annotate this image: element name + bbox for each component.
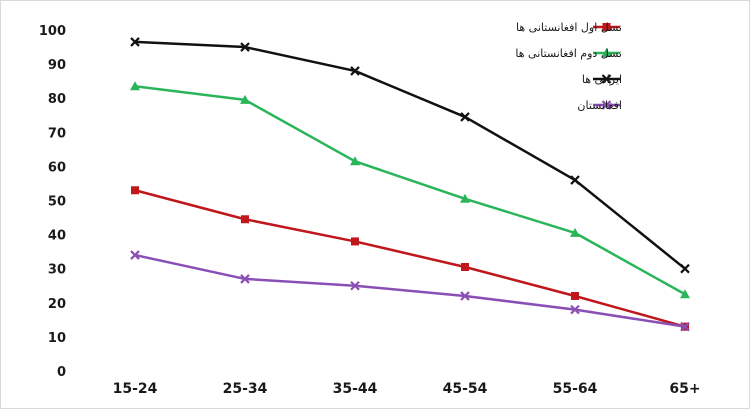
data-point bbox=[460, 193, 470, 203]
x-tick-label: 65+ bbox=[669, 381, 700, 397]
y-tick-label: 60 bbox=[48, 160, 66, 175]
series-line bbox=[134, 40, 686, 270]
data-point bbox=[680, 263, 690, 274]
series-2 bbox=[130, 81, 690, 299]
data-point bbox=[351, 237, 359, 246]
series-layer bbox=[130, 37, 690, 332]
x-tick-label: 35-44 bbox=[333, 381, 378, 397]
data-point bbox=[130, 81, 140, 91]
data-point bbox=[570, 175, 580, 185]
data-point bbox=[570, 227, 580, 237]
x-tick-label: 25-34 bbox=[223, 381, 268, 397]
y-tick-label: 70 bbox=[48, 126, 66, 141]
legend-marker bbox=[601, 74, 612, 84]
y-tick-label: 100 bbox=[39, 24, 66, 39]
data-point bbox=[461, 262, 469, 271]
legend-item: نسل اول افغانستانی ها bbox=[516, 21, 622, 34]
data-point bbox=[460, 112, 470, 122]
x-tick-label: 55-64 bbox=[553, 381, 598, 397]
data-point bbox=[571, 291, 579, 300]
legend: نسل اول افغانستانی ها نسل دوم افغانستانی … bbox=[515, 21, 622, 112]
series-line bbox=[134, 253, 686, 328]
y-tick-label: 20 bbox=[48, 297, 66, 312]
data-point bbox=[130, 37, 140, 47]
y-tick-label: 30 bbox=[48, 263, 66, 278]
x-axis-tick-labels: 15-24 25-34 35-44 45-54 55-64 65+ bbox=[113, 381, 701, 397]
legend-label: نسل دوم افغانستانی ها bbox=[515, 47, 622, 60]
data-point bbox=[680, 321, 690, 332]
x-tick-label: 15-24 bbox=[113, 381, 158, 397]
series-line bbox=[134, 85, 686, 296]
legend-label: افغانستان bbox=[577, 99, 622, 112]
legend-marker bbox=[601, 48, 612, 57]
legend-label: ایرانی ها bbox=[582, 73, 622, 86]
legend-item: ایرانی ها bbox=[582, 73, 622, 86]
data-point bbox=[350, 280, 360, 291]
legend-item: نسل دوم افغانستانی ها bbox=[515, 47, 622, 60]
y-axis-tick-labels: 0 10 20 30 40 50 60 70 80 90 100 bbox=[39, 24, 66, 380]
data-point bbox=[240, 94, 250, 104]
data-point bbox=[240, 274, 250, 284]
data-point bbox=[131, 186, 139, 195]
series-3 bbox=[130, 37, 690, 274]
legend-label: نسل اول افغانستانی ها bbox=[516, 21, 622, 34]
y-tick-label: 40 bbox=[48, 229, 66, 244]
y-tick-label: 50 bbox=[48, 195, 66, 210]
y-tick-label: 10 bbox=[48, 331, 66, 346]
legend-item: افغانستان bbox=[577, 99, 622, 112]
series-line bbox=[134, 189, 686, 328]
series-4 bbox=[130, 250, 690, 332]
data-point bbox=[680, 289, 690, 299]
data-point bbox=[460, 291, 470, 301]
x-tick-label: 45-54 bbox=[443, 381, 488, 397]
data-point bbox=[241, 215, 249, 224]
data-point bbox=[350, 66, 360, 76]
data-point bbox=[350, 156, 360, 166]
data-point bbox=[240, 42, 250, 52]
data-point bbox=[130, 250, 140, 260]
legend-marker bbox=[602, 23, 611, 31]
data-point bbox=[570, 304, 580, 315]
y-tick-label: 80 bbox=[48, 92, 66, 107]
y-tick-label: 0 bbox=[57, 365, 66, 380]
legend-marker bbox=[601, 100, 612, 110]
y-tick-label: 90 bbox=[48, 58, 66, 73]
